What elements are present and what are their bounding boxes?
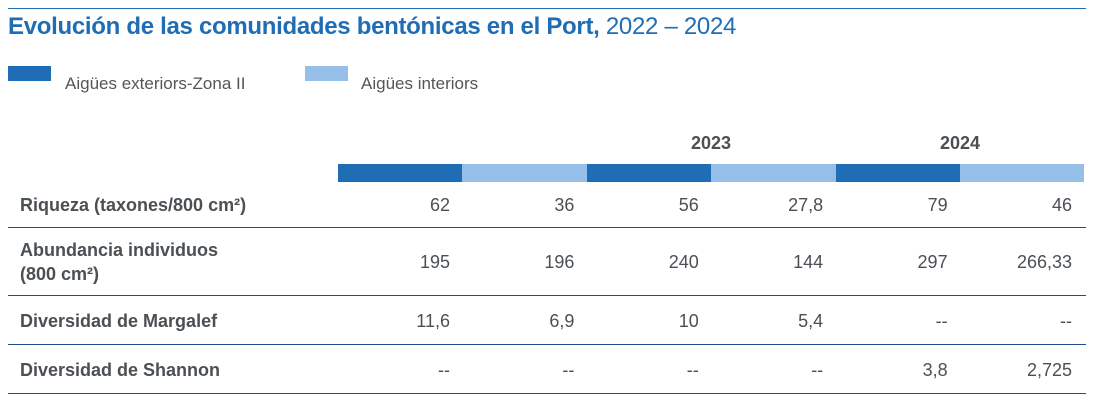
table-cell: 144 [793, 252, 824, 272]
table-cell: 195 [419, 252, 450, 272]
column-bar-interior [960, 164, 1085, 182]
page-title: Evolución de las comunidades bentónicas … [8, 13, 736, 41]
table-cell: 6,9 [549, 310, 575, 331]
table-cell: -- [438, 359, 450, 380]
table-cell: 56 [678, 195, 699, 215]
table-cell: 5,4 [798, 310, 824, 331]
table-row: Diversidad de Margalef 11,6 6,9 10 5,4 -- -- [8, 296, 1086, 345]
table-cell: 36 [554, 195, 575, 215]
table-row: Riqueza (taxones/800 cm²) 62 36 56 27,8 79 46 [8, 182, 1086, 228]
legend-label-exterior: Aigües exteriors-Zona II [65, 74, 246, 93]
row-label: Diversidad de Shannon [20, 359, 221, 380]
column-bar-exterior [586, 164, 712, 182]
title-years: 2022 – 2024 [599, 13, 737, 40]
table-cell: 62 [429, 195, 450, 215]
table-row: Diversidad de Shannon -- -- -- -- 3,8 2,725 [8, 345, 1086, 394]
title-main: Evolución de las comunidades bentónicas … [8, 13, 600, 40]
column-bar-exterior [338, 164, 463, 182]
table-cell: 2,725 [1026, 359, 1072, 380]
table-cell: -- [562, 359, 575, 380]
table-cell: 297 [917, 252, 948, 272]
legend-label-interior: Aigües interiors [361, 74, 479, 93]
column-bar-interior [711, 164, 836, 182]
table-cell: 79 [927, 195, 948, 215]
table-cell: -- [686, 359, 699, 380]
row-label: Abundancia individuos (800 cm²) [20, 240, 219, 284]
table-cell: 3,8 [922, 359, 948, 380]
top-rule [8, 8, 1086, 9]
row-label: Riqueza (taxones/800 cm²) [20, 195, 247, 215]
table-cell: -- [811, 359, 824, 380]
table-cell: 10 [678, 310, 699, 331]
table-cell: 266,33 [1016, 252, 1072, 272]
table-cell: 27,8 [788, 195, 824, 215]
table-row: Abundancia individuos (800 cm²) 195 196 240… [8, 228, 1086, 296]
table-cell: 11,6 [416, 310, 450, 331]
legend-swatch-interior [305, 66, 348, 81]
table-cell: -- [935, 310, 948, 331]
table-cell: 196 [544, 252, 575, 272]
table-cell: 240 [668, 252, 699, 272]
legend-swatch-exterior [8, 66, 51, 81]
year-header-2024: 2024 [939, 133, 981, 153]
table-cell: -- [1060, 310, 1072, 331]
column-bar-exterior [835, 164, 960, 182]
year-header-2023: 2023 [690, 133, 732, 153]
row-label: Diversidad de Margalef [20, 310, 218, 331]
column-bar-interior [462, 164, 587, 182]
table-cell: 46 [1051, 195, 1072, 215]
